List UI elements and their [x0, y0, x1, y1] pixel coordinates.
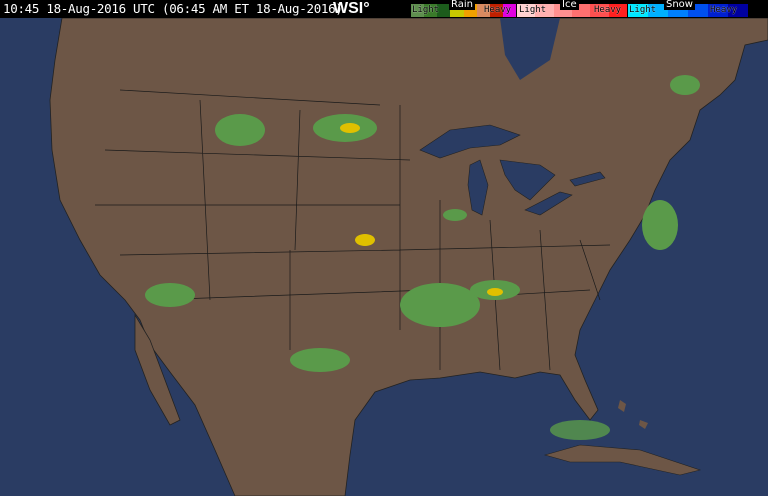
lake-michigan: [467, 159, 489, 216]
rain-legend-swatch: [502, 4, 516, 17]
lake-erie-ontario: [524, 171, 606, 216]
rain-legend-swatch: [437, 4, 451, 17]
timestamp: 10:45 18-Aug-2016 UTC (06:45 AM ET 18-Au…: [3, 1, 343, 16]
snow-title: Snow: [664, 0, 695, 10]
snow-light-label: Light: [629, 5, 657, 15]
wsi-logo: WSI°: [333, 0, 370, 17]
cuba: [543, 444, 702, 476]
rain-legend-swatch: [489, 4, 503, 17]
snow-legend-swatch: [648, 4, 668, 17]
lake-superior: [419, 124, 521, 159]
snow-heavy-label: Heavy: [710, 5, 738, 15]
snow-legend-swatch: [728, 4, 748, 17]
ice-legend-swatch: [535, 4, 554, 17]
ice-legend-swatch: [517, 4, 536, 17]
rain-legend-swatch: [424, 4, 438, 17]
hudson-bay: [500, 18, 560, 80]
ice-title: Ice: [560, 0, 579, 10]
ice-legend-swatch: [608, 4, 627, 17]
rain-heavy-label: Heavy: [484, 5, 512, 15]
north-america-land: [49, 17, 768, 496]
ice-light-label: Light: [519, 5, 547, 15]
lake-huron: [499, 159, 556, 201]
rain-light-label: Light: [412, 5, 440, 15]
ice-legend-swatch: [590, 4, 609, 17]
header-bar: 10:45 18-Aug-2016 UTC (06:45 AM ET 18-Au…: [0, 0, 768, 18]
bahamas: [618, 400, 648, 429]
rain-title: Rain: [449, 0, 475, 10]
rain-legend-swatch: [411, 4, 425, 17]
baja-peninsula: [134, 313, 181, 426]
rain-legend-swatch: [476, 4, 490, 17]
snow-legend-swatch: [708, 4, 728, 17]
snow-legend-swatch: [628, 4, 648, 17]
radar-echoes: [145, 75, 700, 440]
ice-heavy-label: Heavy: [594, 5, 622, 15]
